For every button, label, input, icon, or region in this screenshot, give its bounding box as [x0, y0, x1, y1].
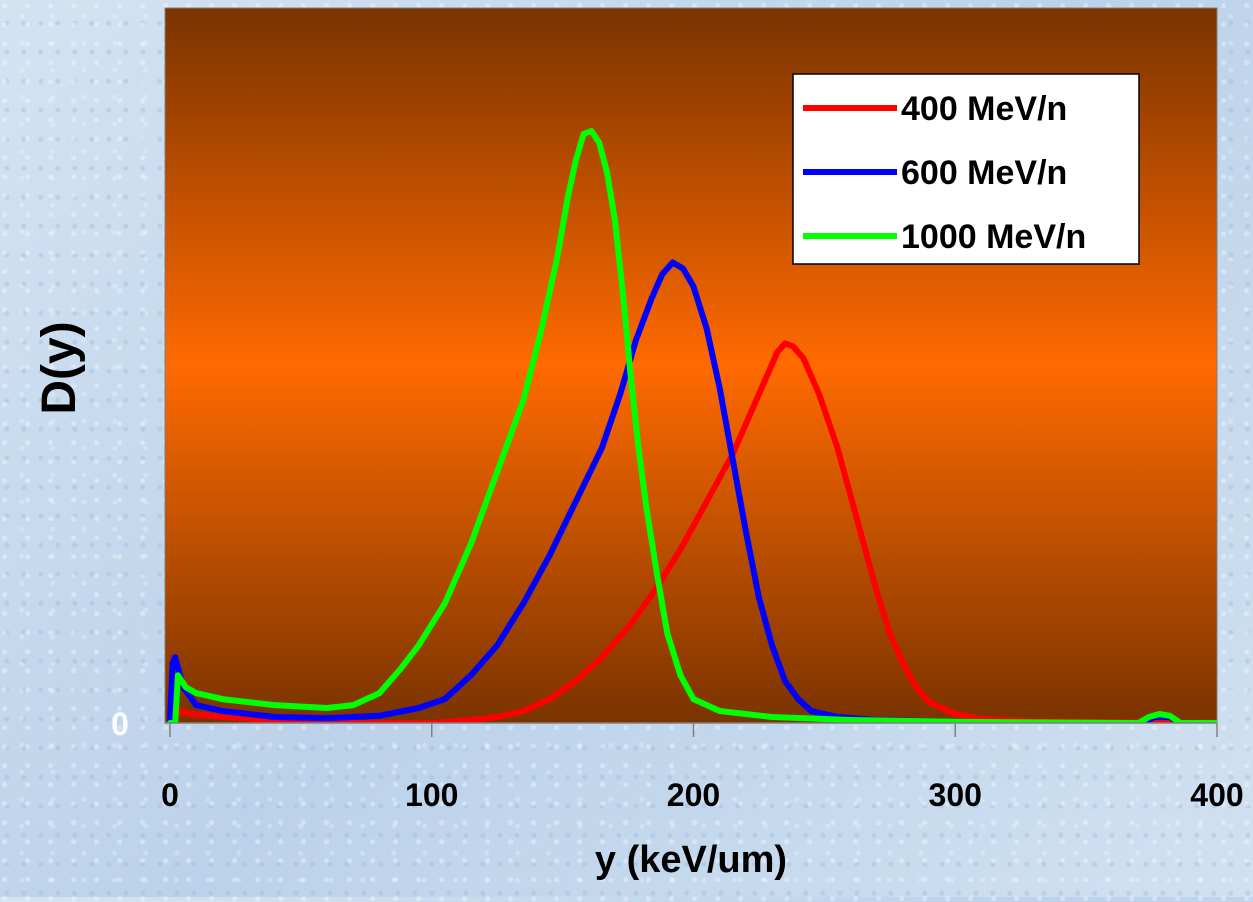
x-tick-label: 100 — [405, 777, 458, 813]
legend-label-1: 400 MeV/n — [901, 90, 1067, 128]
series-layer — [167, 128, 1217, 723]
x-tick-label: 400 — [1190, 777, 1243, 813]
x-tick-label: 300 — [929, 777, 982, 813]
legend: 400 MeV/n 600 MeV/n 1000 MeV/n — [792, 73, 1140, 265]
x-ticks: 0 100 200 300 400 — [161, 723, 1244, 813]
x-tick-label: 0 — [161, 777, 179, 813]
x-axis-label: y (keV/um) — [595, 839, 787, 881]
legend-label-2: 600 MeV/n — [901, 154, 1067, 192]
y-axis-label: D(y) — [33, 321, 86, 414]
y-tick-label: 0 — [111, 706, 129, 742]
legend-entries: 400 MeV/n 600 MeV/n 1000 MeV/n — [803, 90, 1086, 256]
series-line-1 — [167, 340, 1217, 723]
x-tick-label: 200 — [667, 777, 720, 813]
y-ticks: 0 — [111, 706, 129, 742]
legend-label-3: 1000 MeV/n — [901, 218, 1086, 256]
series-line-3 — [167, 128, 1217, 723]
